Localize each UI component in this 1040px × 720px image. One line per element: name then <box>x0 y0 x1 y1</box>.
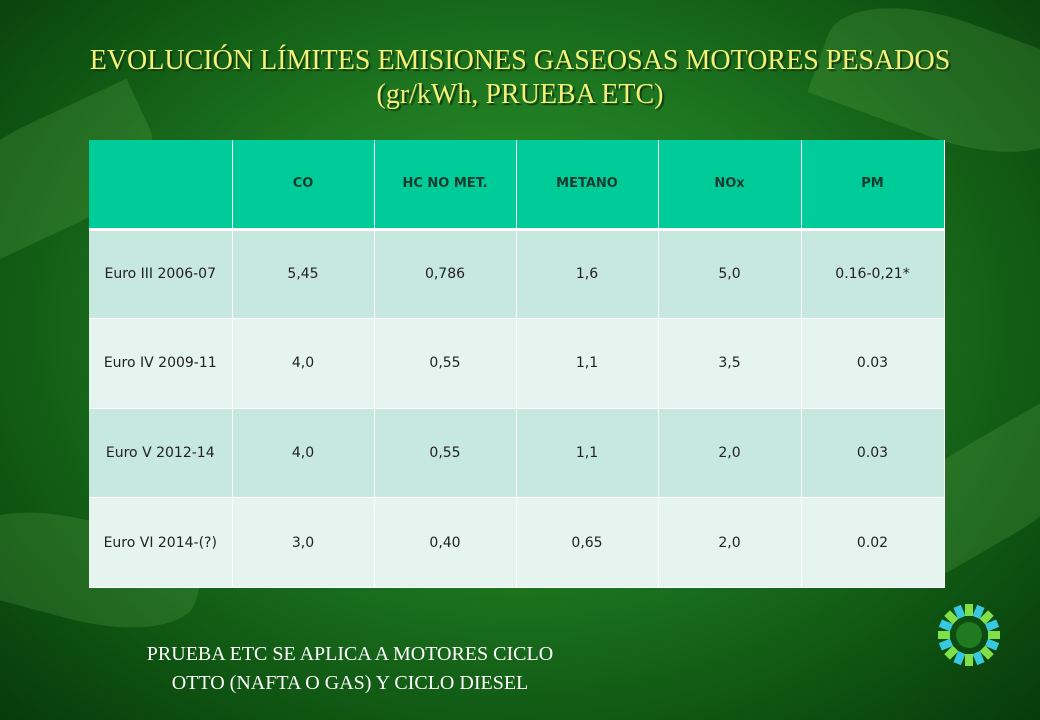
table-cell: 0.03 <box>801 408 945 498</box>
footnote-line-1: PRUEBA ETC SE APLICA A MOTORES CICLO <box>146 643 554 665</box>
table-cell: Euro IV 2009-11 <box>89 318 233 409</box>
table-cell: 5,45 <box>232 229 375 319</box>
table-row: Euro VI 2014-(?) 3,0 0,40 0,65 2,0 0.02 <box>89 497 945 588</box>
table-cell: 1,1 <box>516 318 659 409</box>
table-row: Euro V 2012-14 4,0 0,55 1,1 2,0 0.03 <box>89 408 945 498</box>
table-cell: 3,5 <box>658 318 802 409</box>
table-cell: 0.03 <box>801 318 945 409</box>
table-cell: 0.16-0,21* <box>801 229 945 319</box>
footnote-line-2: OTTO (NAFTA O GAS) Y CICLO DIESEL <box>171 672 529 694</box>
table-row: Euro III 2006-07 5,45 0,786 1,6 5,0 0.16… <box>89 229 945 319</box>
table-cell: 1,1 <box>516 408 659 498</box>
table-cell: 0,55 <box>374 408 517 498</box>
table-header-row: CO HC NO MET. METANO NOx PM <box>89 140 945 229</box>
table-row: Euro IV 2009-11 4,0 0,55 1,1 3,5 0.03 <box>89 318 945 409</box>
gear-ring-logo-icon <box>938 604 1000 666</box>
table-cell: Euro VI 2014-(?) <box>89 497 233 588</box>
emissions-table: CO HC NO MET. METANO NOx PM Euro III 200… <box>89 140 945 588</box>
table-cell: Euro V 2012-14 <box>89 408 233 498</box>
slide-title-line-1: EVOLUCIÓN LÍMITES EMISIONES GASEOSAS MOT… <box>89 45 951 76</box>
table-header-cell: METANO <box>516 140 659 229</box>
table-header-cell: CO <box>232 140 375 229</box>
table-cell: 0,65 <box>516 497 659 588</box>
table-cell: 3,0 <box>232 497 375 588</box>
table-header-cell: NOx <box>658 140 802 229</box>
table-header-cell <box>89 140 233 229</box>
table-cell: 0.02 <box>801 497 945 588</box>
table-cell: 0,55 <box>374 318 517 409</box>
table-cell: 0,40 <box>374 497 517 588</box>
table-cell: 2,0 <box>658 497 802 588</box>
table-cell: 2,0 <box>658 408 802 498</box>
slide-title: EVOLUCIÓN LÍMITES EMISIONES GASEOSAS MOT… <box>0 44 1040 112</box>
table-cell: 0,786 <box>374 229 517 319</box>
table-cell: 1,6 <box>516 229 659 319</box>
table-cell: 4,0 <box>232 408 375 498</box>
table-cell: 4,0 <box>232 318 375 409</box>
table-header-cell: PM <box>801 140 945 229</box>
slide-title-line-2: (gr/kWh, PRUEBA ETC) <box>376 79 664 110</box>
table-header-cell: HC NO MET. <box>374 140 517 229</box>
table-cell: Euro III 2006-07 <box>89 229 233 319</box>
footnote-text: PRUEBA ETC SE APLICA A MOTORES CICLO OTT… <box>100 640 600 698</box>
table-cell: 5,0 <box>658 229 802 319</box>
